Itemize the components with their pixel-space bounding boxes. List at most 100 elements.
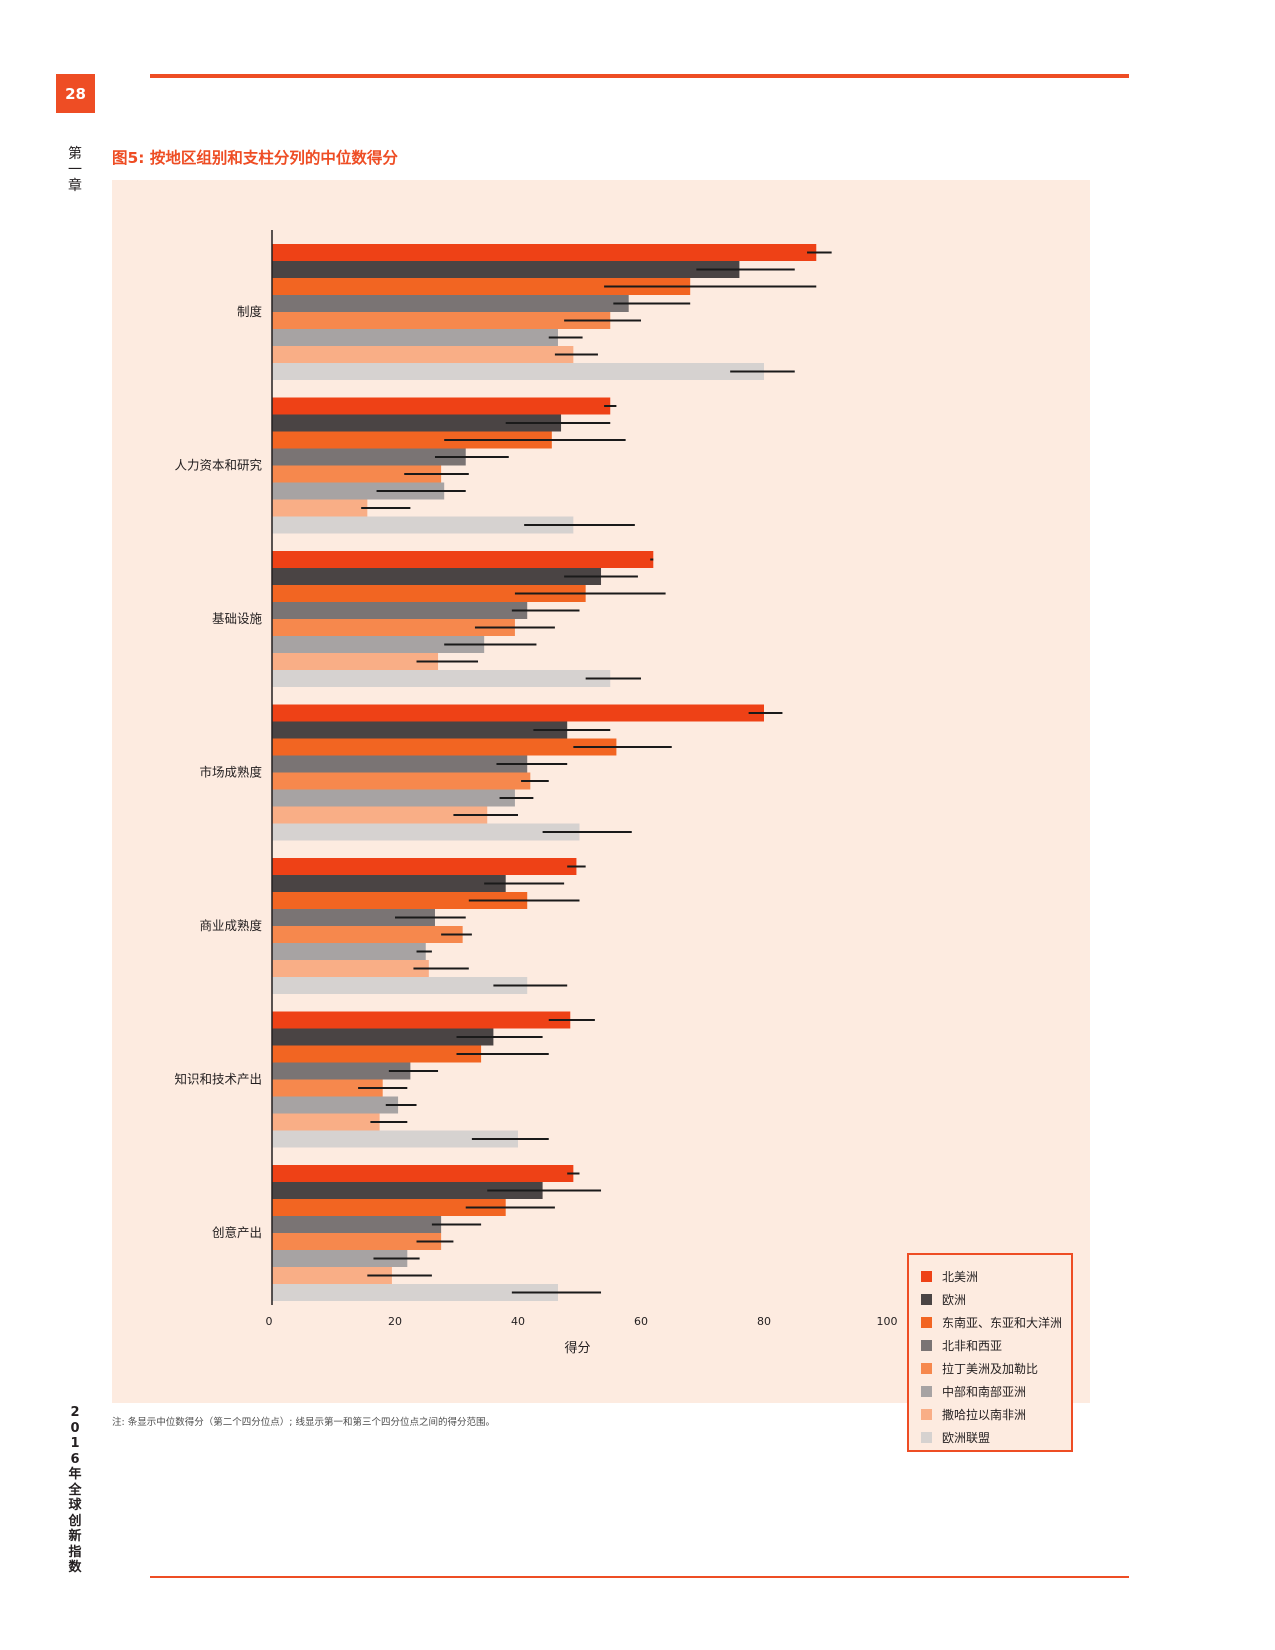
- bar: [272, 619, 515, 636]
- page-number-badge: 28: [56, 74, 95, 113]
- legend-item: 拉丁美洲及加勒比: [921, 1357, 1071, 1380]
- bar: [272, 909, 435, 926]
- bar: [272, 806, 488, 824]
- chart-panel: 制度 人力资本和研究 基础设施 市场成熟度 商业成熟度 知识和技术产出 创意产出 0 20 40 6…: [112, 180, 1090, 1452]
- bar: [272, 823, 580, 841]
- legend-swatch: [921, 1363, 932, 1374]
- legend-label: 欧洲联盟: [942, 1431, 991, 1445]
- bar: [272, 1079, 383, 1097]
- bar: [272, 363, 764, 380]
- bar: [272, 1284, 558, 1301]
- bar: [272, 960, 429, 977]
- bar: [272, 772, 531, 790]
- bar: [272, 926, 463, 943]
- legend-label: 拉丁美洲及加勒比: [942, 1362, 1039, 1376]
- bar: [272, 261, 740, 278]
- bar: [272, 397, 611, 415]
- category-label: 知识和技术产出: [174, 1072, 262, 1087]
- bar: [272, 568, 602, 585]
- x-axis-label: 得分: [564, 1340, 590, 1356]
- bar: [272, 482, 445, 500]
- legend-label: 东南亚、东亚和大洋洲: [942, 1316, 1063, 1330]
- legend-swatch: [921, 1317, 932, 1328]
- x-tick-label: 40: [511, 1315, 525, 1328]
- legend-item: 欧洲: [921, 1288, 1071, 1311]
- category-label: 制度: [237, 304, 263, 319]
- bar: [272, 431, 552, 449]
- bar: [272, 789, 515, 807]
- legend-label: 撒哈拉以南非洲: [942, 1408, 1027, 1422]
- top-rule: [150, 74, 1129, 78]
- legend-swatch: [921, 1340, 932, 1351]
- legend-swatch: [921, 1271, 932, 1282]
- legend-item: 撒哈拉以南非洲: [921, 1403, 1071, 1426]
- x-tick-label: 20: [388, 1315, 402, 1328]
- x-tick-label: 60: [634, 1315, 648, 1328]
- bar: [272, 721, 568, 739]
- bar: [272, 1113, 380, 1131]
- bar: [272, 465, 442, 483]
- legend-label: 北美洲: [942, 1270, 979, 1284]
- bar: [272, 977, 528, 994]
- bar: [272, 295, 629, 312]
- bar: [272, 585, 586, 602]
- legend-swatch: [921, 1432, 932, 1443]
- x-tick-label: 100: [877, 1315, 898, 1328]
- bar: [272, 943, 426, 960]
- page-number: 28: [65, 84, 86, 103]
- bar: [272, 653, 439, 670]
- bar: [272, 448, 466, 466]
- bar: [272, 1233, 442, 1250]
- category-label: 市场成熟度: [199, 765, 262, 780]
- bar: [272, 1028, 494, 1046]
- bar: [272, 1045, 482, 1063]
- bar: [272, 414, 562, 432]
- bar: [272, 670, 611, 687]
- bar: [272, 312, 611, 329]
- figure-note: 注: 条显示中位数得分（第二个四分位点）; 线显示第一和第三个四分位点之间的得分…: [112, 1417, 495, 1428]
- bar: [272, 1011, 571, 1029]
- category-label: 基础设施: [212, 611, 263, 626]
- legend-item: 东南亚、东亚和大洋洲: [921, 1311, 1071, 1334]
- bar: [272, 499, 368, 517]
- bar: [272, 346, 574, 363]
- sidebar-report-title: 2016年全球创新指数: [68, 1405, 82, 1575]
- legend-item: 北非和西亚: [921, 1334, 1071, 1357]
- legend-swatch: [921, 1409, 932, 1420]
- category-label: 人力资本和研究: [174, 458, 262, 473]
- bar: [272, 858, 577, 875]
- bar: [272, 1096, 399, 1114]
- legend-label: 中部和南部亚洲: [942, 1385, 1027, 1399]
- chart-legend: 北美洲欧洲东南亚、东亚和大洋洲 北非和西亚拉丁美洲及加勒比 中部和南部亚洲 撒哈拉以南…: [907, 1253, 1073, 1452]
- bar: [272, 551, 654, 568]
- category-label: 商业成熟度: [199, 918, 262, 933]
- bar: [272, 1130, 518, 1148]
- chapter-label: 第一章: [68, 146, 82, 194]
- legend-label: 北非和西亚: [942, 1339, 1003, 1353]
- bar: [272, 875, 506, 892]
- bar: [272, 1267, 392, 1284]
- bar: [272, 1182, 543, 1199]
- bar: [272, 755, 528, 773]
- bar: [272, 1216, 442, 1233]
- bar: [272, 602, 528, 619]
- legend-swatch: [921, 1386, 932, 1397]
- legend-swatch: [921, 1294, 932, 1305]
- legend-item: 中部和南部亚洲: [921, 1380, 1071, 1403]
- bar: [272, 1165, 574, 1182]
- bar: [272, 1250, 408, 1267]
- bar: [272, 1199, 506, 1216]
- bar: [272, 329, 558, 346]
- legend-label: 欧洲: [942, 1293, 967, 1307]
- bar: [272, 244, 817, 261]
- x-tick-label: 0: [266, 1315, 273, 1328]
- bar: [272, 516, 574, 534]
- bottom-rule: [150, 1576, 1129, 1578]
- bar: [272, 704, 764, 722]
- bar: [272, 278, 691, 295]
- x-tick-label: 80: [757, 1315, 771, 1328]
- bar: [272, 1062, 411, 1080]
- bar: [272, 738, 617, 756]
- legend-item: 欧洲联盟: [921, 1426, 1071, 1449]
